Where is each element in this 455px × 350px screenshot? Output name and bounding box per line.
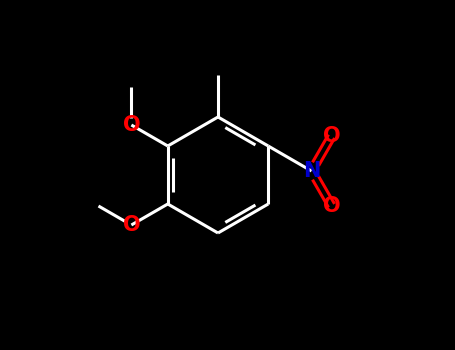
Text: O: O: [323, 196, 340, 216]
Text: O: O: [122, 215, 140, 235]
Text: N: N: [303, 161, 320, 181]
Text: O: O: [122, 115, 140, 135]
Text: O: O: [323, 126, 340, 146]
